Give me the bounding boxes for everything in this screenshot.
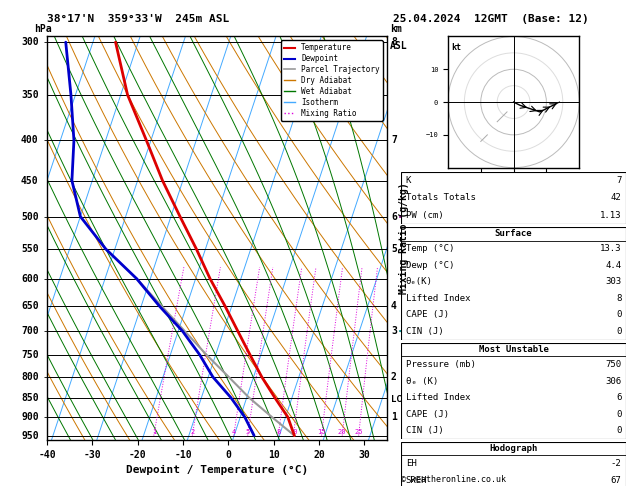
Text: 850: 850 xyxy=(21,393,39,402)
Text: Lifted Index: Lifted Index xyxy=(406,294,470,303)
Text: CAPE (J): CAPE (J) xyxy=(406,410,449,418)
Text: θₑ (K): θₑ (K) xyxy=(406,377,438,385)
Text: 306: 306 xyxy=(605,377,621,385)
Text: 2: 2 xyxy=(190,429,194,435)
Text: 750: 750 xyxy=(605,360,621,369)
Text: 1: 1 xyxy=(391,412,397,422)
Text: 350: 350 xyxy=(21,90,39,100)
Text: 950: 950 xyxy=(21,431,39,440)
Text: 7: 7 xyxy=(391,136,397,145)
Text: CIN (J): CIN (J) xyxy=(406,327,443,336)
Text: PW (cm): PW (cm) xyxy=(406,211,443,220)
Text: 300: 300 xyxy=(21,37,39,47)
Text: 7: 7 xyxy=(616,176,621,185)
Text: 6: 6 xyxy=(616,393,621,402)
Text: hPa: hPa xyxy=(35,24,52,34)
Text: 650: 650 xyxy=(21,301,39,311)
Text: 5: 5 xyxy=(245,429,250,435)
Text: CIN (J): CIN (J) xyxy=(406,426,443,435)
Text: SREH: SREH xyxy=(406,476,427,485)
Text: CAPE (J): CAPE (J) xyxy=(406,311,449,319)
Text: Temp (°C): Temp (°C) xyxy=(406,244,454,253)
Text: θₑ(K): θₑ(K) xyxy=(406,278,433,286)
Text: 8: 8 xyxy=(616,294,621,303)
X-axis label: Dewpoint / Temperature (°C): Dewpoint / Temperature (°C) xyxy=(126,465,308,475)
Text: 1.13: 1.13 xyxy=(600,211,621,220)
Text: 4: 4 xyxy=(231,429,236,435)
Text: 4.4: 4.4 xyxy=(605,261,621,270)
Text: 67: 67 xyxy=(611,476,621,485)
Text: 8: 8 xyxy=(391,37,397,47)
Text: 2: 2 xyxy=(391,372,397,382)
Legend: Temperature, Dewpoint, Parcel Trajectory, Dry Adiabat, Wet Adiabat, Isotherm, Mi: Temperature, Dewpoint, Parcel Trajectory… xyxy=(281,40,383,121)
Text: EH: EH xyxy=(406,459,416,468)
Text: 25.04.2024  12GMT  (Base: 12): 25.04.2024 12GMT (Base: 12) xyxy=(393,14,589,24)
Text: 42: 42 xyxy=(611,193,621,202)
Text: Pressure (mb): Pressure (mb) xyxy=(406,360,476,369)
Text: 450: 450 xyxy=(21,175,39,186)
Text: 500: 500 xyxy=(21,211,39,222)
Text: © weatheronline.co.uk: © weatheronline.co.uk xyxy=(401,474,506,484)
Text: 700: 700 xyxy=(21,326,39,336)
Text: LCL: LCL xyxy=(391,395,407,404)
Text: 5: 5 xyxy=(391,244,397,254)
Text: 400: 400 xyxy=(21,136,39,145)
Text: Lifted Index: Lifted Index xyxy=(406,393,470,402)
Text: 550: 550 xyxy=(21,244,39,254)
Text: 0: 0 xyxy=(616,311,621,319)
Text: -2: -2 xyxy=(611,459,621,468)
Text: kt: kt xyxy=(451,43,461,52)
Text: Hodograph: Hodograph xyxy=(489,444,538,453)
Text: 6: 6 xyxy=(391,211,397,222)
Text: ASL: ASL xyxy=(390,41,408,51)
Text: 20: 20 xyxy=(338,429,347,435)
Text: 10: 10 xyxy=(289,429,298,435)
Text: 303: 303 xyxy=(605,278,621,286)
Text: 600: 600 xyxy=(21,274,39,284)
Text: 900: 900 xyxy=(21,412,39,422)
Text: 13.3: 13.3 xyxy=(600,244,621,253)
Text: 800: 800 xyxy=(21,372,39,382)
Text: Surface: Surface xyxy=(495,229,532,238)
Text: Dewp (°C): Dewp (°C) xyxy=(406,261,454,270)
Text: Totals Totals: Totals Totals xyxy=(406,193,476,202)
Text: 1: 1 xyxy=(152,429,156,435)
Text: 750: 750 xyxy=(21,350,39,360)
Text: 15: 15 xyxy=(317,429,326,435)
Text: 38°17'N  359°33'W  245m ASL: 38°17'N 359°33'W 245m ASL xyxy=(47,14,230,24)
Text: km: km xyxy=(390,24,402,34)
Text: Most Unstable: Most Unstable xyxy=(479,345,548,354)
Text: 0: 0 xyxy=(616,410,621,418)
Text: 8: 8 xyxy=(276,429,281,435)
Text: 25: 25 xyxy=(354,429,363,435)
Text: 4: 4 xyxy=(391,301,397,311)
Text: 0: 0 xyxy=(616,327,621,336)
Text: K: K xyxy=(406,176,411,185)
Text: 3: 3 xyxy=(391,326,397,336)
Text: Mixing Ratio (g/kg): Mixing Ratio (g/kg) xyxy=(399,182,409,294)
Text: 0: 0 xyxy=(616,426,621,435)
